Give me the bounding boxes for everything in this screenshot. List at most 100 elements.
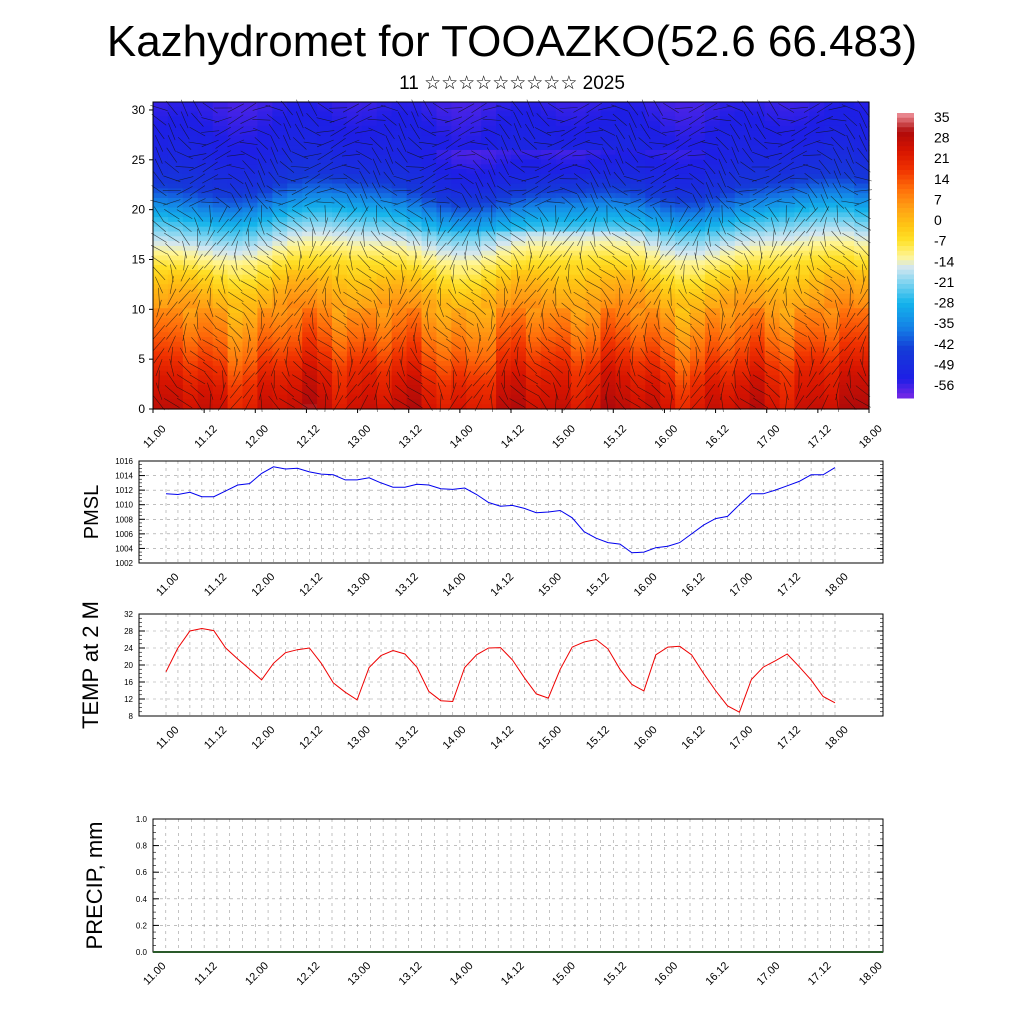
wind-barb <box>654 241 662 259</box>
x-tick-label: 17.12 <box>806 423 834 451</box>
wind-barb <box>253 268 270 278</box>
heatmap-cell <box>466 169 482 175</box>
wind-barb <box>759 323 763 342</box>
wind-barb <box>356 102 372 114</box>
heatmap-cell <box>361 389 378 396</box>
wind-barb <box>717 371 727 388</box>
wind-barb <box>639 301 652 316</box>
heatmap-cell <box>436 385 452 391</box>
heatmap-cell <box>451 173 467 180</box>
wind-barb <box>700 130 719 134</box>
wind-barb <box>388 287 390 306</box>
heatmap-cell <box>570 346 587 353</box>
wind-barb <box>303 141 322 145</box>
heatmap-cell <box>391 212 408 218</box>
heatmap-cell <box>197 221 214 228</box>
wind-barb <box>305 350 321 362</box>
heatmap-cell <box>376 145 393 151</box>
heatmap-cell <box>346 197 363 204</box>
wind-barb <box>345 218 357 234</box>
heatmap-cell <box>540 370 557 377</box>
heatmap-cell <box>824 380 840 386</box>
heatmap-cell <box>809 351 825 357</box>
wind-barb <box>354 141 373 146</box>
heatmap-cell <box>675 265 691 271</box>
heatmap-cell <box>854 380 870 386</box>
wind-barb <box>509 209 526 220</box>
wind-barb <box>358 206 369 223</box>
wind-barb <box>695 346 698 365</box>
heatmap-cell <box>406 154 423 161</box>
wind-barb <box>832 182 843 199</box>
heatmap-cell <box>839 313 855 319</box>
wind-barb <box>765 162 782 172</box>
heatmap-cell <box>332 159 348 165</box>
heatmap-cell <box>376 111 393 117</box>
heatmap-cell <box>481 341 497 348</box>
heatmap-cell <box>719 226 736 233</box>
heatmap-cell <box>391 140 408 146</box>
wind-barb <box>458 173 474 185</box>
heatmap-cell <box>421 284 438 290</box>
heatmap-cell <box>451 380 467 386</box>
heatmap-cell <box>361 332 378 338</box>
heatmap-cell <box>645 255 661 261</box>
heatmap-cell <box>555 183 572 189</box>
heatmap-cell <box>451 394 467 401</box>
heatmap-cell <box>525 346 542 353</box>
heatmap-cell <box>212 284 229 290</box>
wind-barb <box>444 116 462 124</box>
wind-barb <box>380 200 399 205</box>
heatmap-cell <box>511 289 527 295</box>
heatmap-cell <box>406 385 423 391</box>
heatmap-cell <box>540 313 557 319</box>
wind-barb <box>483 127 501 136</box>
heatmap-cell <box>197 111 214 117</box>
wind-barb <box>739 221 756 231</box>
heatmap-cell <box>481 265 497 271</box>
heatmap-cell <box>764 135 781 141</box>
heatmap-cell <box>496 125 512 132</box>
heatmap-cell <box>496 145 512 151</box>
wind-barb <box>217 289 229 305</box>
heatmap-cell <box>615 149 631 156</box>
heatmap-cell <box>197 375 214 381</box>
wind-barb <box>616 358 623 377</box>
heatmap-cell <box>182 169 199 175</box>
wind-barb <box>176 397 193 409</box>
wind-barb <box>753 219 768 233</box>
wind-barb <box>523 361 538 374</box>
heatmap-cell <box>361 337 378 343</box>
heatmap-cell <box>481 102 497 108</box>
heatmap-cell <box>540 274 557 281</box>
heatmap-cell <box>555 308 572 314</box>
heatmap-cell <box>854 284 870 290</box>
heatmap-cell <box>167 221 184 228</box>
heatmap-cell <box>645 121 661 127</box>
wind-barb <box>371 371 382 388</box>
heatmap-cell <box>779 260 796 266</box>
heatmap-cell <box>779 265 796 271</box>
heatmap-cell <box>824 399 840 405</box>
heatmap-cell <box>212 279 229 285</box>
heatmap-cell <box>779 404 796 410</box>
heatmap-cell <box>167 159 184 165</box>
heatmap-cell <box>660 399 676 405</box>
wind-barb <box>395 313 409 328</box>
wind-barb <box>498 395 511 411</box>
wind-barb <box>613 171 626 186</box>
heatmap-cell <box>317 370 333 377</box>
heatmap-cell <box>809 212 825 218</box>
wind-barb <box>305 384 320 398</box>
heatmap-cell <box>436 260 452 266</box>
heatmap-cell <box>645 130 661 137</box>
wind-barb <box>368 127 385 136</box>
heatmap-cell <box>675 140 691 146</box>
heatmap-cell <box>675 399 691 405</box>
colorbar-label: -42 <box>934 336 954 352</box>
heatmap-cell <box>272 154 288 161</box>
wind-barb <box>240 102 257 114</box>
wind-barb <box>421 337 435 351</box>
heatmap-cell <box>690 178 706 185</box>
heatmap-cell <box>376 202 393 209</box>
